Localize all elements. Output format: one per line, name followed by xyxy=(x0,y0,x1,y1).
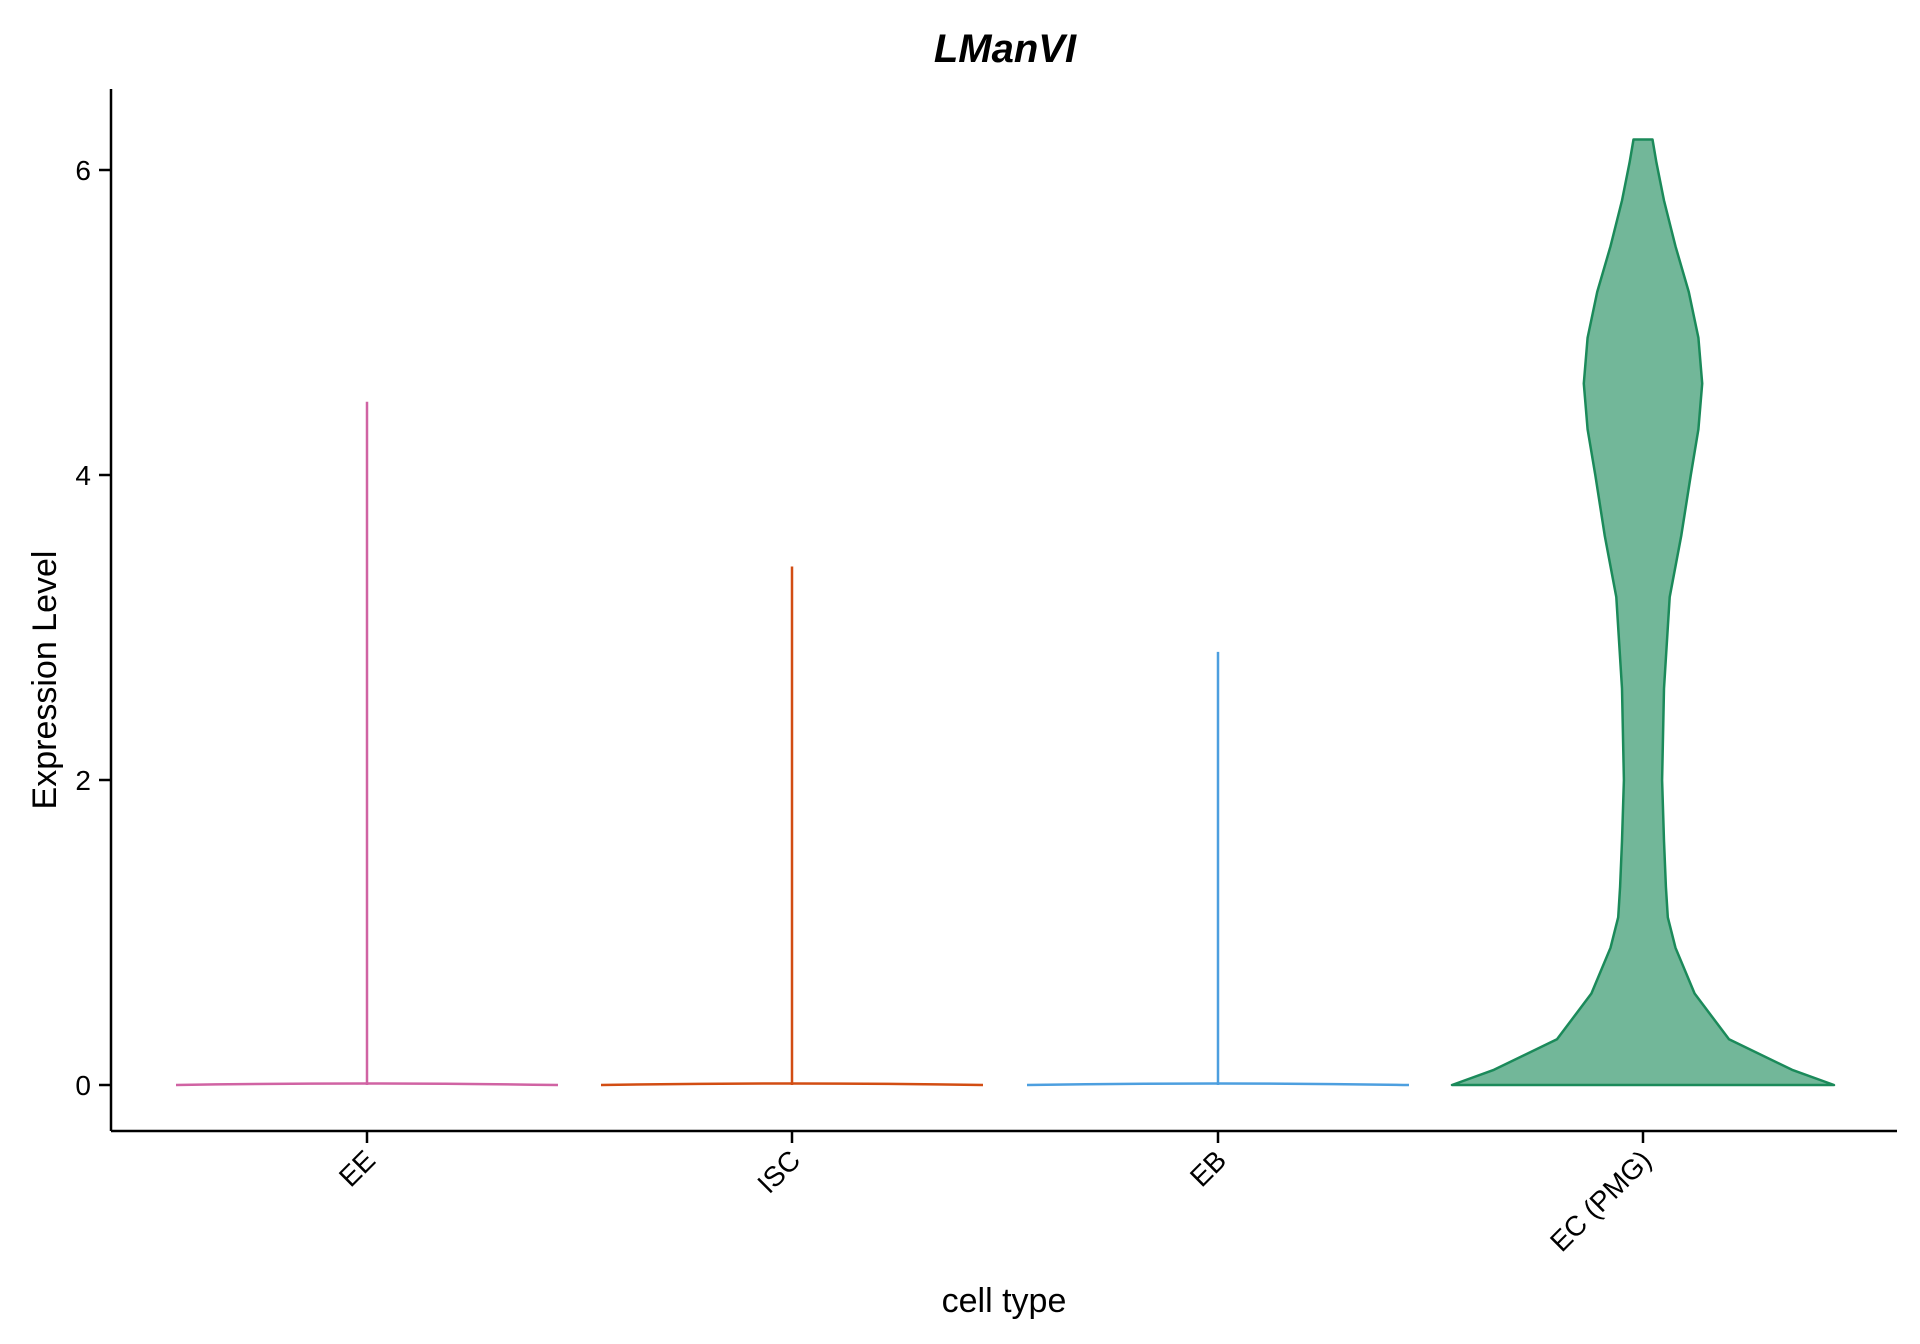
y-axis-ticks: 0 2 4 6 xyxy=(75,155,111,1101)
y-tick-label: 2 xyxy=(75,765,91,796)
x-tick-label: EB xyxy=(1184,1144,1232,1192)
x-tick-label: EE xyxy=(333,1144,381,1192)
y-tick-label: 0 xyxy=(75,1070,91,1101)
x-tick-label: ISC xyxy=(751,1144,806,1199)
y-axis-label: Expression Level xyxy=(26,551,64,810)
violin-ec-pmg- xyxy=(1450,138,1836,1087)
violins xyxy=(175,138,1836,1087)
x-axis-ticks: EE ISC EB EC (PMG) xyxy=(333,1131,1657,1258)
x-axis-label: cell type xyxy=(942,1282,1067,1320)
x-tick-label: EC (PMG) xyxy=(1544,1144,1657,1257)
chart-title: LManVI xyxy=(934,27,1077,71)
y-tick-label: 6 xyxy=(75,155,91,186)
y-tick-label: 4 xyxy=(75,460,91,491)
